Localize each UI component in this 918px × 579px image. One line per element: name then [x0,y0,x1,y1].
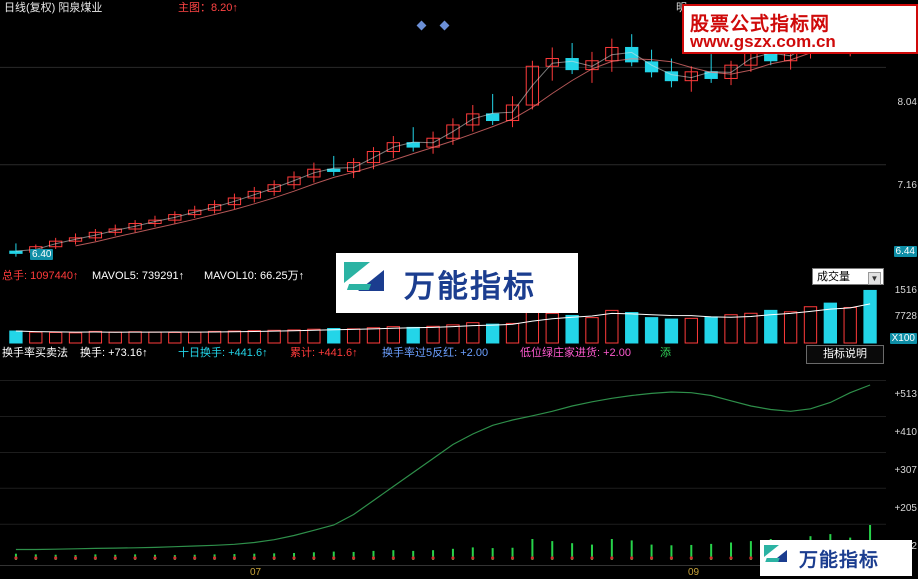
price-axis-label-2: 7.16 [897,180,917,191]
main-price-label: 主图：8.20↑ [178,2,238,14]
low-price-badge: 6.40 [30,249,54,260]
header-right-label: 明 [676,2,687,15]
volume-bars [9,289,877,344]
indicator-extra: 添 [660,347,671,359]
x-axis: 07 09 [0,565,886,579]
indicator-name: 换手率买卖法 [2,347,68,359]
brand-logo-icon-small [764,545,794,571]
volume-total: 总手: 1097440↑ [2,270,79,282]
price-candles [0,23,886,257]
chevron-down-icon[interactable]: ▼ [868,272,881,285]
volume-chart-pane[interactable] [0,283,886,345]
volume-indicator-select-value: 成交量 [817,271,850,283]
indicator-rule-green: 低位绿庄家进货: +2.00 [520,347,631,359]
indicator-turnover-10d: 十日换手: +441.6↑ [178,347,268,359]
current-price-badge: 6.44 [893,246,917,257]
indicator-axis-label-3: +307 [894,465,917,476]
indicator-chart-pane[interactable] [0,360,886,565]
indicator-turnover: 换手: +73.16↑ [80,347,148,359]
brand-logo-icon [344,262,396,304]
watermark-top-line2: www.gszx.com.cn [690,32,836,51]
indicator-cumulative: 累计: +441.6↑ [290,347,358,359]
indicator-axis-label-2: +410 [894,427,917,438]
indicator-plot [0,379,886,560]
watermark-top-line1: 股票公式指标网 [690,14,831,35]
volume-axis-label-1: 1516 [894,285,917,296]
indicator-rule-red: 换手率过5反红: +2.00 [382,347,489,359]
indicator-axis-label-4: +205 [894,503,917,514]
watermark-middle: 万能指标 [336,253,578,313]
x-axis-tick-1: 09 [688,567,700,578]
price-chart-pane[interactable] [0,16,886,266]
watermark-bottom: 万能指标 [760,540,912,576]
x-axis-tick-0: 07 [250,567,262,578]
chart-title: 日线(复权) 阳泉煤业 [4,2,103,14]
volume-axis-label-2: 7728 [894,311,917,322]
indicator-axis-label-1: +513 [894,389,917,400]
volume-info-bar: 总手: 1097440↑ MAVOL5: 739291↑ MAVOL10: 66… [0,270,918,284]
watermark-middle-text: 万能指标 [404,268,536,304]
volume-mavol10: MAVOL10: 66.25万↑ [204,270,305,282]
price-axis-label-1: 8.04 [897,97,917,108]
volume-axis-unit: X100 [889,333,917,344]
volume-indicator-select[interactable]: 成交量 ▼ [812,268,884,285]
watermark-top: 股票公式指标网 www.gszx.com.cn [682,4,918,54]
indicator-help-button[interactable]: 指标说明 [806,345,884,364]
watermark-bottom-text: 万能指标 [799,549,880,571]
indicator-info-bar: 换手率买卖法 换手: +73.16↑ 十日换手: +441.6↑ 累计: +44… [0,347,918,361]
volume-mavol5: MAVOL5: 739291↑ [92,270,185,282]
